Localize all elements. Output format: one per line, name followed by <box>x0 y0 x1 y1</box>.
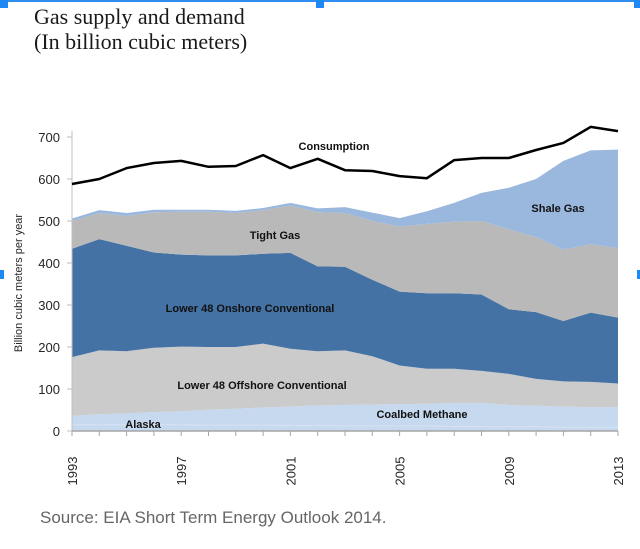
selection-handle-middle-right[interactable] <box>637 270 640 279</box>
alaska-boundary <box>72 424 618 428</box>
x-tick-label: 1997 <box>174 457 189 486</box>
y-tick-label: 500 <box>38 214 60 229</box>
label-shale-gas: Shale Gas <box>531 203 584 215</box>
area-alaska <box>72 424 618 431</box>
selection-handle-top-right[interactable] <box>634 0 640 8</box>
area-coalbed-methane <box>72 402 618 428</box>
label-lower-48-onshore-conventional: Lower 48 Onshore Conventional <box>166 303 335 315</box>
chart-title: Gas supply and demand (In billion cubic … <box>34 4 247 54</box>
y-tick-label: 100 <box>38 382 60 397</box>
chart-title-line-1: Gas supply and demand <box>34 4 245 29</box>
axes: 0 100 200 300 400 500 600 700 1993 1997 2001 2005 20… <box>13 130 626 485</box>
label-tight-gas: Tight Gas <box>250 230 301 242</box>
y-axis-title: Billion cubic meters per year <box>13 214 25 353</box>
x-tick-label: 2005 <box>393 457 408 486</box>
label-consumption: Consumption <box>299 141 370 153</box>
y-tick-label: 700 <box>38 130 60 145</box>
source-note: Source: EIA Short Term Energy Outlook 20… <box>40 508 387 527</box>
area-tight-gas <box>72 205 618 321</box>
lines <box>71 125 619 186</box>
y-tick-label: 0 <box>53 424 60 439</box>
labels: Consumption Shale Gas Tight Gas Lower 48 On… <box>125 141 584 431</box>
selection-handle-top-left[interactable] <box>0 0 8 8</box>
selection-handle-top-middle[interactable] <box>316 0 324 8</box>
chart-title-line-2: (In billion cubic meters) <box>34 29 248 54</box>
stacked-areas <box>72 149 618 431</box>
area-shale-gas <box>72 149 618 250</box>
y-tick-label: 600 <box>38 172 60 187</box>
gas-supply-demand-chart: 0 100 200 300 400 500 600 700 1993 1997 2001 2005 20… <box>13 125 626 485</box>
area-lower-48-onshore-conventional <box>72 239 618 384</box>
label-lower-48-offshore-conventional: Lower 48 Offshore Conventional <box>177 380 346 392</box>
selection-handle-middle-left[interactable] <box>0 270 4 279</box>
y-tick-label: 400 <box>38 256 60 271</box>
label-coalbed-methane: Coalbed Methane <box>376 409 467 421</box>
x-tick-label: 2001 <box>283 457 298 486</box>
x-tick-label: 1993 <box>65 457 80 486</box>
x-tick-label: 2013 <box>611 457 626 486</box>
area-lower-48-offshore-conventional <box>72 343 618 416</box>
line-consumption <box>71 125 619 186</box>
y-tick-label: 300 <box>38 298 60 313</box>
y-tick-label: 200 <box>38 340 60 355</box>
label-alaska: Alaska <box>125 419 161 431</box>
x-tick-label: 2009 <box>502 457 517 486</box>
